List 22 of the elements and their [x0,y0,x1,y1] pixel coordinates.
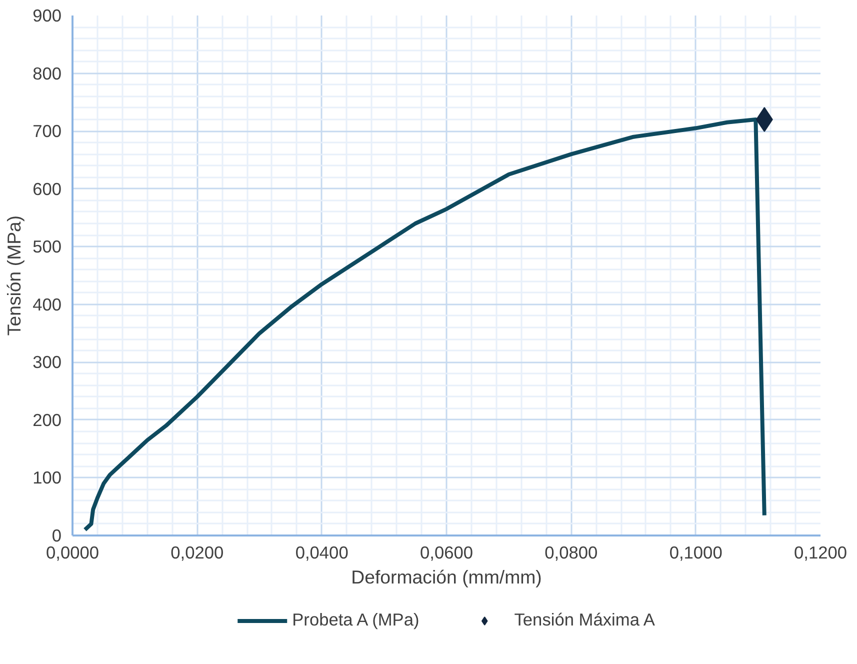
y-tick-label: 0 [52,526,62,546]
y-tick-label: 700 [32,121,62,142]
x-tick-label: 0,0200 [170,542,224,562]
x-tick-label: 0,1200 [794,542,847,562]
x-tick-label: 0,0400 [295,542,348,562]
x-tick-label: 0,0000 [46,542,99,562]
y-tick-label: 600 [32,178,62,199]
x-axis-title: Deformación (mm/mm) [351,566,542,588]
y-tick-label: 200 [32,410,62,430]
legend-label: Probeta A (MPa) [292,610,420,630]
y-tick-label: 900 [32,6,62,26]
y-axis-title: Tensión (MPa) [4,215,25,336]
line-series [82,118,766,532]
y-tick-label: 400 [32,294,62,314]
x-tick-label: 0,1000 [669,542,722,562]
y-tick-label: 800 [32,63,62,84]
x-tick-label: 0,0600 [420,542,473,562]
x-tick-label: 0,0800 [544,542,598,562]
y-tick-label: 100 [32,468,62,488]
y-tick-label: 500 [32,236,62,257]
y-tick-label: 300 [32,352,62,372]
legend-label: Tensión Máxima A [514,610,655,630]
